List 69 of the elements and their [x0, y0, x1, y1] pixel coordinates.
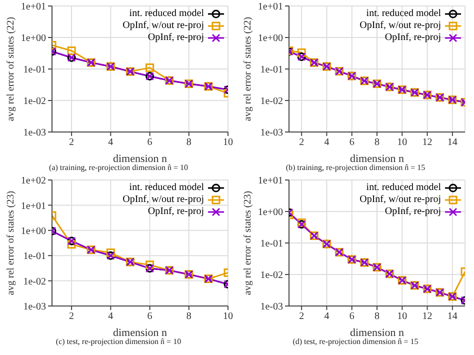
x-tick-label: 4: [108, 311, 114, 322]
y-tick-label: 1e-03: [23, 302, 46, 313]
x-tick-label: 12: [422, 311, 432, 322]
y-tick-label: 1e+01: [258, 176, 283, 187]
legend-label: OpInf, w/out re-proj: [122, 194, 204, 206]
y-tick-label: 1e+00: [258, 33, 283, 44]
x-tick-label: 6: [147, 311, 152, 322]
y-axis-title: avg rel error of states (22): [242, 16, 254, 122]
legend-label: OpInf, re-proj: [148, 32, 204, 44]
y-axis-title: avg rel error of states (23): [242, 190, 254, 296]
y-tick-label: 1e-01: [260, 64, 283, 76]
y-tick-label: 1e-03: [23, 128, 46, 139]
legend-label: int. reduced model: [366, 8, 441, 20]
y-tick-label: 1e-03: [260, 128, 283, 139]
y-tick-label: 1e-02: [260, 270, 283, 282]
y-tick-label: 1e+01: [20, 2, 46, 13]
legend-label: OpInf, re-proj: [148, 206, 204, 218]
x-tick-label: 10: [223, 311, 233, 322]
y-axis-title: avg rel error of states (23): [6, 190, 17, 296]
y-tick-label: 1e+00: [258, 207, 283, 218]
x-axis-title: dimension n: [350, 153, 405, 165]
y-tick-label: 1e-01: [260, 238, 283, 250]
y-tick-label: 1e+01: [20, 200, 46, 212]
y-tick-label: 1e-03: [260, 302, 283, 313]
x-tick-label: 4: [324, 311, 330, 322]
y-tick-label: 1e-02: [260, 96, 283, 108]
y-tick-label: 1e-01: [23, 251, 46, 262]
x-tick-label: 2: [299, 137, 304, 148]
x-tick-label: 14: [447, 311, 458, 322]
x-tick-label: 4: [324, 137, 330, 148]
y-tick-label: 1e-01: [23, 64, 46, 76]
x-axis-title: dimension n: [112, 153, 168, 165]
x-tick-label: 12: [422, 137, 432, 148]
legend-label: int. reduced model: [129, 182, 204, 194]
x-tick-label: 8: [374, 311, 380, 322]
legend-label: OpInf, re-proj: [384, 206, 441, 218]
legend-label: int. reduced model: [366, 182, 441, 194]
x-tick-label: 6: [349, 311, 354, 322]
y-axis-title: avg rel error of states (22): [6, 16, 17, 122]
x-tick-label: 10: [223, 137, 233, 148]
x-tick-label: 4: [108, 137, 114, 148]
y-tick-label: 1e+00: [20, 226, 46, 237]
x-tick-label: 6: [147, 137, 152, 148]
legend-label: OpInf, w/out re-proj: [360, 20, 441, 32]
text: (d) test, re-projection dimension n̂ = 15: [292, 336, 420, 348]
y-tick-label: 1e+02: [20, 176, 46, 187]
text: (b) training, re-projection dimension n̂ = 15: [284, 162, 426, 174]
x-tick-label: 14: [447, 137, 458, 148]
x-tick-label: 8: [374, 137, 380, 148]
legend-label: int. reduced model: [129, 8, 204, 20]
x-axis-title: dimension n: [112, 327, 168, 339]
x-tick-label: 10: [397, 311, 408, 322]
y-tick-label: 1e-02: [23, 96, 46, 108]
x-tick-label: 10: [397, 137, 408, 148]
y-tick-label: 1e-02: [23, 276, 46, 288]
y-tick-label: 1e+00: [20, 33, 46, 44]
legend-label: OpInf, re-proj: [384, 32, 441, 44]
x-tick-label: 8: [186, 137, 192, 148]
x-tick-label: 2: [69, 311, 74, 322]
text: (c) test, re-projection dimension n̂ = 10: [54, 336, 182, 348]
x-tick-label: 2: [299, 311, 304, 322]
y-tick-label: 1e+01: [258, 2, 283, 13]
x-axis-title: dimension n: [350, 327, 405, 339]
legend-label: OpInf, w/out re-proj: [360, 194, 441, 206]
legend-label: OpInf, w/out re-proj: [122, 20, 204, 32]
x-tick-label: 6: [349, 137, 354, 148]
x-tick-label: 8: [186, 311, 192, 322]
x-tick-label: 2: [69, 137, 74, 148]
text: (a) training, re-projection dimension n̂ = 10: [48, 162, 189, 174]
